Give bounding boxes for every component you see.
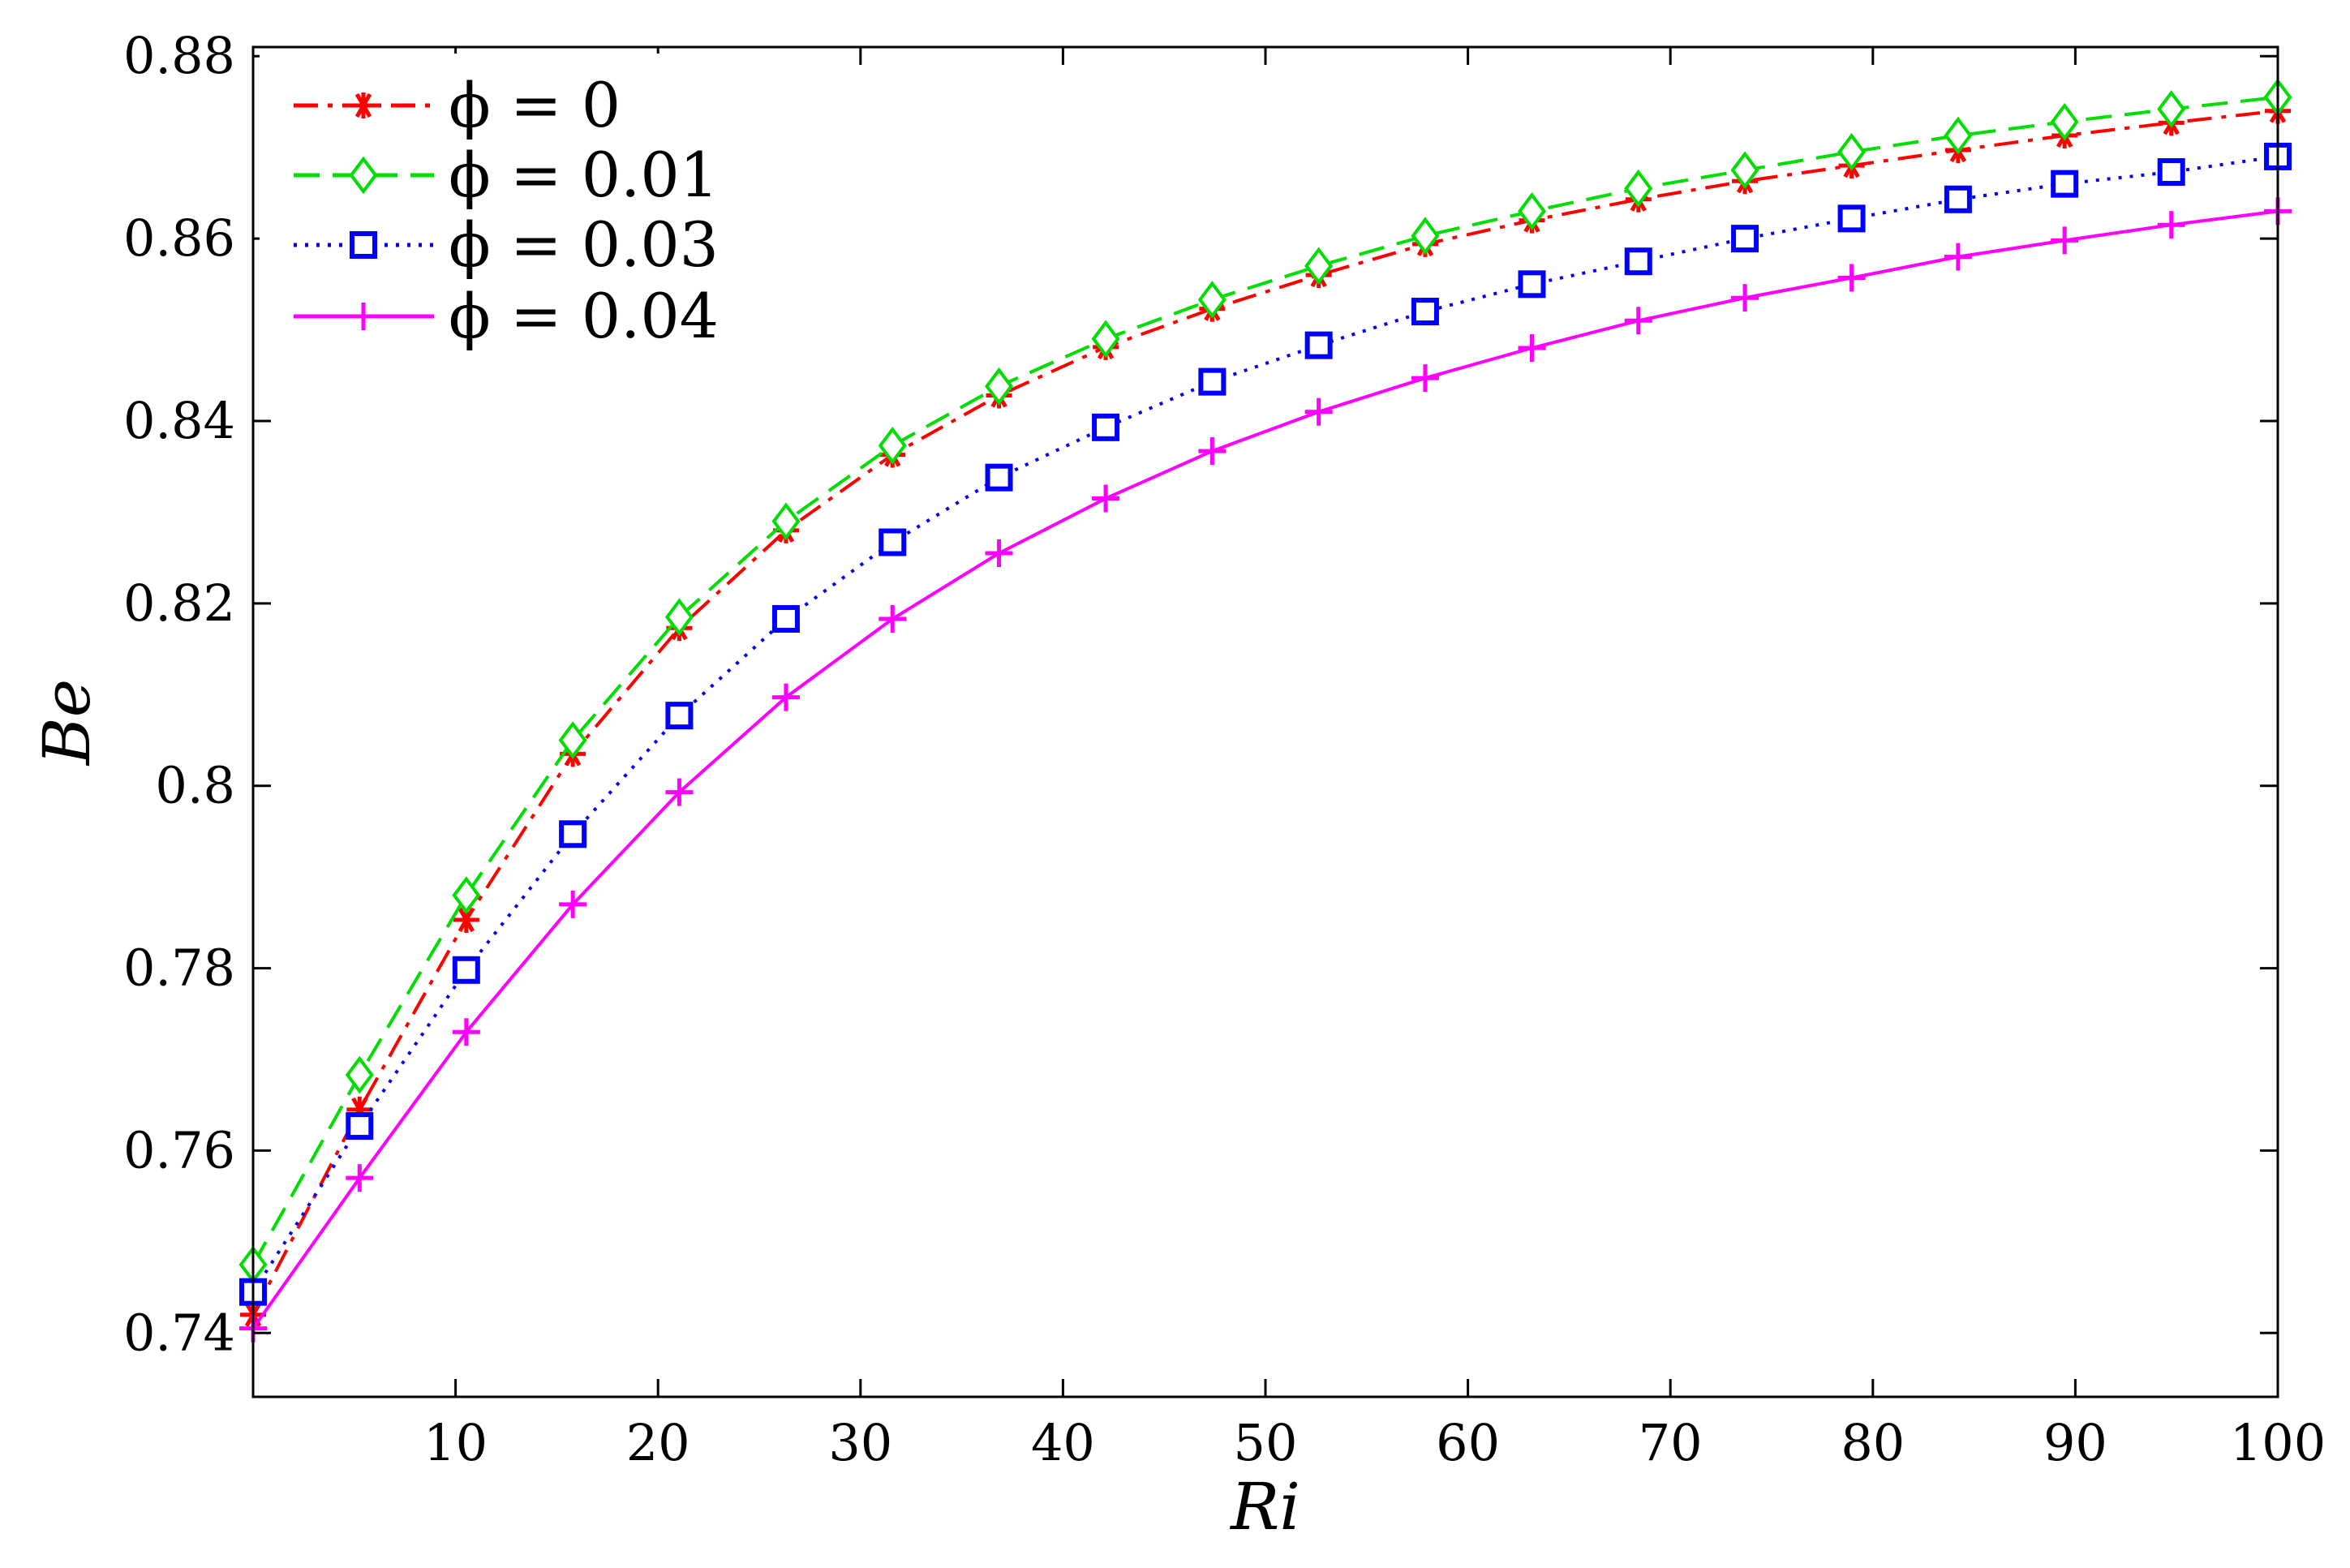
data-point — [346, 1164, 374, 1192]
data-point — [558, 721, 587, 759]
data-point — [1624, 169, 1653, 208]
data-point — [559, 820, 587, 848]
data-point — [2157, 211, 2185, 239]
data-point — [1198, 437, 1227, 466]
y-tick-label: 0.76 — [123, 1120, 235, 1179]
data-point — [771, 604, 800, 633]
x-tick-label: 60 — [1436, 1413, 1500, 1472]
y-tick-label: 0.82 — [123, 574, 235, 633]
data-point — [1624, 307, 1652, 335]
data-point — [1092, 413, 1120, 441]
axis-labels: Ri Be — [29, 679, 1300, 1544]
series-3 — [239, 197, 2292, 1342]
y-tick-label: 0.8 — [155, 756, 235, 815]
data-point — [1304, 331, 1333, 359]
data-point — [1837, 204, 1866, 233]
data-point — [771, 683, 800, 711]
data-point — [879, 528, 907, 556]
data-point — [1197, 281, 1227, 319]
legend-label: ϕ = 0.01 — [449, 139, 719, 211]
x-tick-label: 50 — [1234, 1413, 1298, 1472]
x-tick-label: 70 — [1639, 1413, 1703, 1472]
data-point — [1518, 334, 1546, 363]
data-point — [1198, 367, 1227, 396]
data-point — [1731, 225, 1759, 253]
x-axis-label: Ri — [1229, 1469, 1300, 1544]
data-point — [1624, 247, 1652, 276]
data-point — [1837, 132, 1867, 171]
legend-marker — [349, 156, 378, 195]
data-point — [345, 1055, 374, 1094]
legend-box — [260, 54, 746, 362]
data-point — [1731, 284, 1759, 312]
data-point — [1730, 151, 1759, 190]
legend-label: ϕ = 0.04 — [449, 280, 719, 352]
data-point — [879, 604, 907, 633]
data-point — [2157, 90, 2186, 128]
ticks-layer: 10 20 30 40 50 60 70 80 90 100 0.74 0.76 0.78 0.8 0.82… — [123, 26, 2326, 1472]
data-point — [1411, 364, 1439, 393]
data-point — [1517, 192, 1546, 230]
data-point — [1091, 320, 1120, 359]
data-point — [665, 778, 694, 806]
data-point — [985, 463, 1013, 492]
x-tick-label: 90 — [2043, 1413, 2107, 1472]
data-point — [346, 1112, 374, 1141]
data-point — [1944, 185, 1972, 213]
legend-marker — [350, 92, 376, 118]
legend: ϕ = 0ϕ = 0.01ϕ = 0.03ϕ = 0.04 — [260, 54, 746, 362]
data-point — [1411, 298, 1439, 326]
data-point — [878, 426, 907, 465]
data-point — [1304, 397, 1333, 426]
data-point — [665, 702, 694, 730]
data-point — [771, 502, 801, 540]
data-point — [2051, 226, 2079, 255]
data-point — [1092, 484, 1120, 513]
y-tick-label: 0.74 — [123, 1303, 235, 1362]
data-point — [2157, 158, 2185, 187]
x-tick-label: 40 — [1031, 1413, 1095, 1472]
series-line — [251, 209, 2279, 1330]
data-point — [1411, 217, 1440, 256]
data-point — [452, 1018, 480, 1046]
x-tick-label: 80 — [1841, 1413, 1905, 1472]
data-point — [1837, 264, 1866, 292]
data-point — [1304, 247, 1334, 286]
legend-label: ϕ = 0 — [449, 69, 621, 141]
y-tick-label: 0.88 — [123, 26, 235, 85]
x-tick-label: 30 — [828, 1413, 892, 1472]
legend-marker — [350, 231, 377, 259]
series-line — [251, 109, 2279, 1316]
y-tick-label: 0.84 — [123, 391, 235, 450]
data-point — [2051, 170, 2079, 198]
x-tick-label: 100 — [2230, 1413, 2326, 1472]
y-tick-label: 0.78 — [123, 939, 235, 998]
legend-label: ϕ = 0.03 — [449, 208, 719, 281]
data-point — [452, 956, 480, 984]
data-point — [1944, 116, 1973, 155]
legend-marker — [350, 303, 377, 330]
data-point — [985, 539, 1013, 567]
data-point — [559, 890, 587, 918]
x-tick-label: 10 — [423, 1413, 488, 1472]
x-tick-label: 20 — [626, 1413, 690, 1472]
data-point — [985, 367, 1014, 406]
data-point — [664, 598, 694, 637]
data-point — [1518, 270, 1546, 299]
y-tick-label: 0.86 — [123, 208, 235, 268]
series-line — [251, 154, 2279, 1293]
data-point — [452, 876, 481, 914]
data-point — [1944, 243, 1972, 271]
series-line — [251, 95, 2279, 1265]
y-axis-label: Be — [29, 679, 105, 767]
data-point — [2050, 102, 2079, 141]
